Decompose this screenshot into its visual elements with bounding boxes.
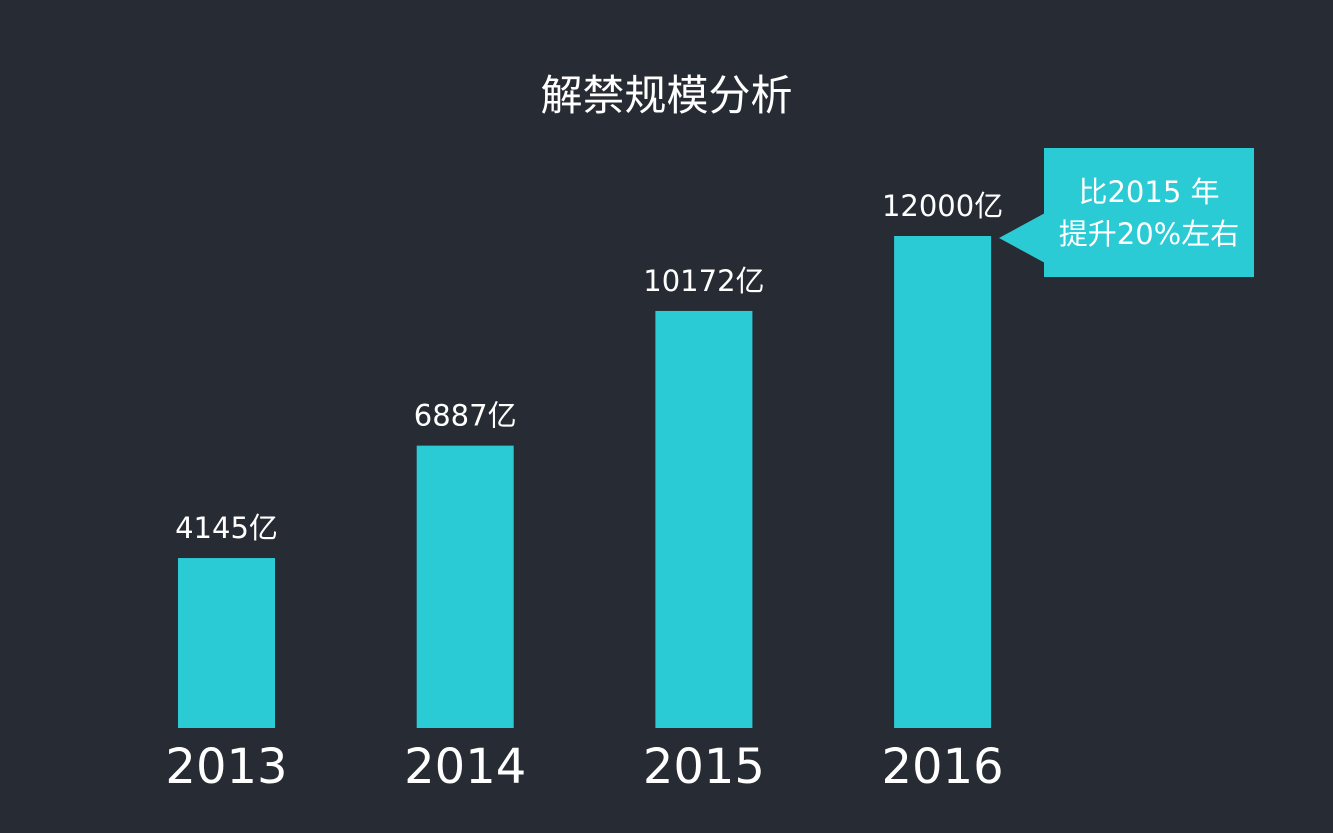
annotation-line-1: 比2015 年 xyxy=(1078,174,1220,209)
value-label-2016: 12000亿 xyxy=(882,189,1003,223)
annotation-callout: 比2015 年 提升20%左右 xyxy=(1044,148,1254,277)
bar-2016 xyxy=(894,236,992,728)
category-label-2015: 2015 xyxy=(643,739,765,795)
chart-title: 解禁规模分析 xyxy=(540,71,793,120)
value-label-2015: 10172亿 xyxy=(643,264,764,298)
value-label-2013: 4145亿 xyxy=(175,511,278,545)
category-label-2013: 2013 xyxy=(165,739,287,795)
annotation-line-2: 提升20%左右 xyxy=(1058,216,1240,251)
bar-2013 xyxy=(178,558,275,728)
bar-2014 xyxy=(416,445,514,728)
value-label-2014: 6887亿 xyxy=(414,399,517,433)
category-label-2016: 2016 xyxy=(882,739,1004,795)
bar-2015 xyxy=(655,310,753,728)
category-label-2014: 2014 xyxy=(404,739,526,795)
callout-pointer xyxy=(999,213,1045,263)
